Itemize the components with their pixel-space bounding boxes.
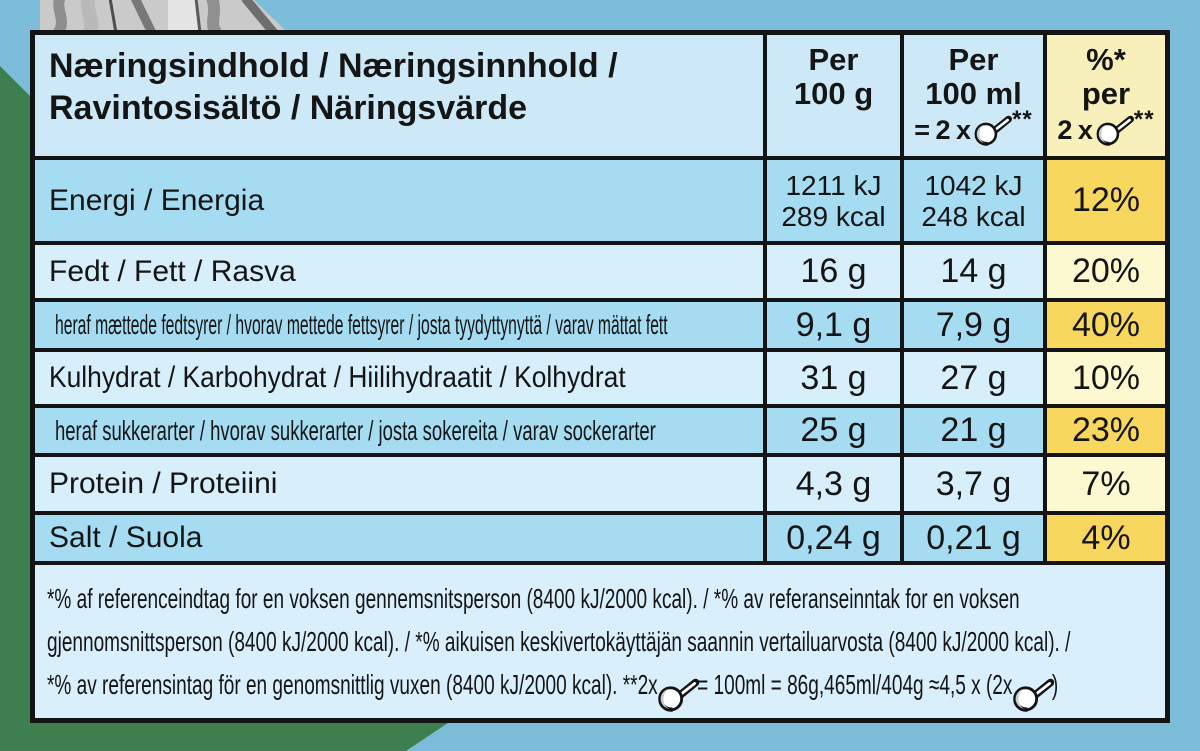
value-per-100g: 25 g: [765, 406, 902, 455]
nutrition-table: Næringsindhold / Næringsinnhold / Ravint…: [30, 30, 1170, 723]
nutrient-label-energy: Energi / Energia: [33, 158, 765, 243]
value-per-100ml: 3,7 g: [902, 455, 1045, 513]
footnote-line-3-text: *% av referensintag för en genomsnittlig…: [47, 669, 658, 700]
nutrient-label-salt: Salt / Suola: [33, 513, 765, 563]
measuring-scoop-icon: [1094, 115, 1134, 146]
product-photo-fragment: [40, 0, 286, 31]
footnote-line-3-text: = 100ml = 86g,465ml/404g ≈4,5 x (2x: [697, 669, 1013, 700]
footnote: *% af referenceindtag for en voksen genn…: [33, 563, 1167, 720]
value-per-100ml: 0,21 g: [902, 513, 1045, 563]
footnote-line-1: *% af referenceindtag for en voksen genn…: [47, 583, 1020, 614]
double-asterisk: **: [1133, 106, 1155, 133]
value-per-100g: 9,1 g: [765, 300, 902, 350]
col-header-per-100ml-text: Per 100 ml: [925, 42, 1022, 111]
value-percent: 4%: [1045, 513, 1167, 563]
nutrient-label-saturated-fat: heraf mættede fedtsyrer / hvorav mettede…: [33, 300, 765, 350]
measuring-scoop-icon: [655, 671, 699, 714]
value-percent: 23%: [1045, 406, 1167, 455]
footnote-line-2: gjennomsnittsperson (8400 kJ/2000 kcal).…: [47, 626, 1071, 657]
equiv-prefix: = 2 x: [914, 115, 971, 145]
nutrient-label-carbohydrate: Kulhydrat / Karbohydrat / Hiilihydraatit…: [33, 350, 765, 406]
value-per-100ml: 27 g: [902, 350, 1045, 406]
col-header-percent: %* per 2 x **: [1045, 33, 1167, 158]
value-per-100g: 1211 kJ 289 kcal: [765, 158, 902, 243]
value-percent: 40%: [1045, 300, 1167, 350]
value-per-100ml: 7,9 g: [902, 300, 1045, 350]
col-header-percent-equiv: 2 x **: [1057, 106, 1154, 147]
value-percent: 7%: [1045, 455, 1167, 513]
nutrition-title: Næringsindhold / Næringsinnhold / Ravint…: [33, 33, 765, 158]
value-percent: 10%: [1045, 350, 1167, 406]
nutrient-label-protein: Protein / Proteiini: [33, 455, 765, 513]
value-percent: 12%: [1045, 158, 1167, 243]
value-per-100g: 0,24 g: [765, 513, 902, 563]
value-percent: 20%: [1045, 243, 1167, 300]
col-header-per-100g: Per 100 g: [765, 33, 902, 158]
value-per-100ml: 1042 kJ 248 kcal: [902, 158, 1045, 243]
double-asterisk: **: [1012, 106, 1033, 133]
value-per-100g: 31 g: [765, 350, 902, 406]
equiv-prefix: 2 x: [1057, 115, 1093, 145]
value-per-100ml: 21 g: [902, 406, 1045, 455]
footnote-line-3: *% av referensintag för en genomsnittlig…: [47, 663, 1058, 714]
nutrient-label-sugars: heraf sukkerarter / hvorav sukkerarter /…: [33, 406, 765, 455]
footnote-line-3-text: ): [1051, 669, 1059, 700]
nutrient-label-fat: Fedt / Fett / Rasva: [33, 243, 765, 300]
measuring-scoop-icon: [972, 115, 1012, 146]
col-header-per-100ml: Per 100 ml = 2 x **: [902, 33, 1045, 158]
value-per-100g: 16 g: [765, 243, 902, 300]
col-header-percent-text: %* per: [1081, 42, 1131, 111]
col-header-per-100ml-equiv: = 2 x **: [914, 106, 1033, 147]
value-per-100ml: 14 g: [902, 243, 1045, 300]
measuring-scoop-icon: [1010, 671, 1054, 714]
value-per-100g: 4,3 g: [765, 455, 902, 513]
